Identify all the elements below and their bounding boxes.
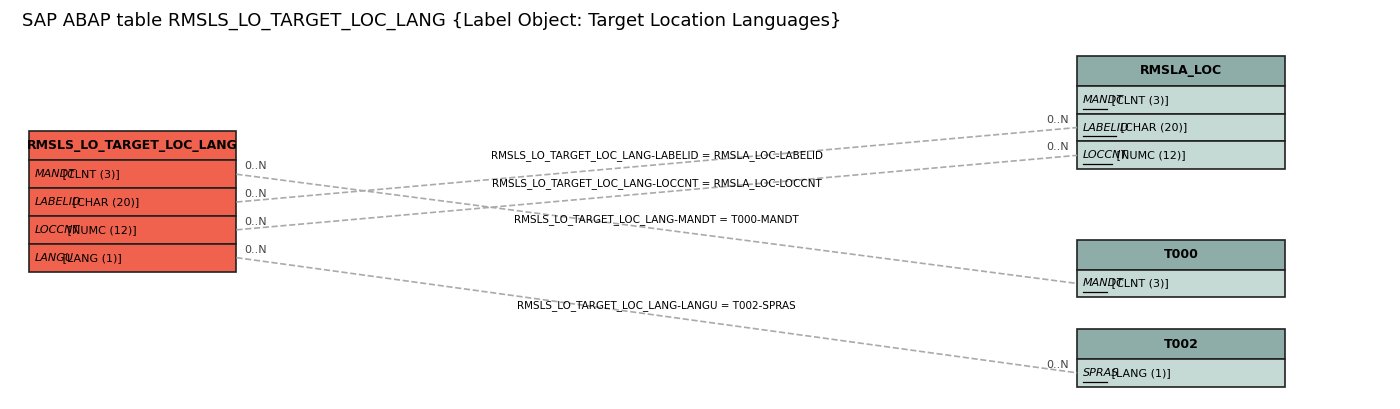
Text: RMSLS_LO_TARGET_LOC_LANG: RMSLS_LO_TARGET_LOC_LANG [27, 139, 238, 152]
Text: RMSLS_LO_TARGET_LOC_LANG-LOCCNT = RMSLA_LOC-LOCCNT: RMSLS_LO_TARGET_LOC_LANG-LOCCNT = RMSLA_… [491, 178, 822, 189]
Text: LABELID: LABELID [35, 197, 81, 207]
Text: [NUMC (12)]: [NUMC (12)] [64, 225, 137, 235]
Text: LABELID: LABELID [1084, 123, 1130, 133]
Text: 0..N: 0..N [244, 217, 267, 227]
Text: [CLNT (3)]: [CLNT (3)] [1107, 279, 1169, 288]
Bar [1077, 329, 1285, 359]
Bar [1077, 359, 1285, 387]
Text: [NUMC (12)]: [NUMC (12)] [1113, 151, 1186, 160]
Text: MANDT: MANDT [1084, 95, 1124, 105]
Bar [28, 244, 237, 272]
Text: LANGU: LANGU [35, 253, 74, 263]
Text: MANDT: MANDT [1084, 279, 1124, 288]
Text: 0..N: 0..N [1047, 360, 1070, 370]
Text: [CHAR (20)]: [CHAR (20)] [69, 197, 139, 207]
Bar [1077, 86, 1285, 114]
Text: 0..N: 0..N [1047, 115, 1070, 125]
Text: 0..N: 0..N [244, 161, 267, 171]
Bar [1077, 270, 1285, 297]
Bar [28, 130, 237, 160]
Bar [1077, 240, 1285, 270]
Bar [1077, 56, 1285, 86]
Text: T000: T000 [1163, 248, 1198, 261]
Text: RMSLS_LO_TARGET_LOC_LANG-LABELID = RMSLA_LOC-LABELID: RMSLS_LO_TARGET_LOC_LANG-LABELID = RMSLA… [491, 150, 823, 161]
Bar [28, 216, 237, 244]
Bar [28, 188, 237, 216]
Text: SAP ABAP table RMSLS_LO_TARGET_LOC_LANG {Label Object: Target Location Languages: SAP ABAP table RMSLS_LO_TARGET_LOC_LANG … [22, 11, 841, 29]
Text: [CHAR (20)]: [CHAR (20)] [1117, 123, 1187, 133]
Text: RMSLS_LO_TARGET_LOC_LANG-LANGU = T002-SPRAS: RMSLS_LO_TARGET_LOC_LANG-LANGU = T002-SP… [518, 300, 797, 311]
Text: T002: T002 [1163, 337, 1198, 351]
Text: [CLNT (3)]: [CLNT (3)] [1107, 95, 1169, 105]
Text: SPRAS: SPRAS [1084, 368, 1120, 378]
Bar [28, 160, 237, 188]
Text: 0..N: 0..N [244, 189, 267, 199]
Text: LOCCNT: LOCCNT [35, 225, 80, 235]
Bar [1077, 114, 1285, 142]
Text: [LANG (1)]: [LANG (1)] [59, 253, 122, 263]
Text: LOCCNT: LOCCNT [1084, 151, 1128, 160]
Text: RMSLA_LOC: RMSLA_LOC [1140, 64, 1222, 77]
Text: [CLNT (3)]: [CLNT (3)] [59, 169, 120, 179]
Text: 0..N: 0..N [244, 245, 267, 255]
Text: RMSLS_LO_TARGET_LOC_LANG-MANDT = T000-MANDT: RMSLS_LO_TARGET_LOC_LANG-MANDT = T000-MA… [514, 214, 799, 225]
Text: MANDT: MANDT [35, 169, 76, 179]
Text: 0..N: 0..N [1047, 142, 1070, 153]
Bar [1077, 142, 1285, 169]
Text: [LANG (1)]: [LANG (1)] [1107, 368, 1170, 378]
